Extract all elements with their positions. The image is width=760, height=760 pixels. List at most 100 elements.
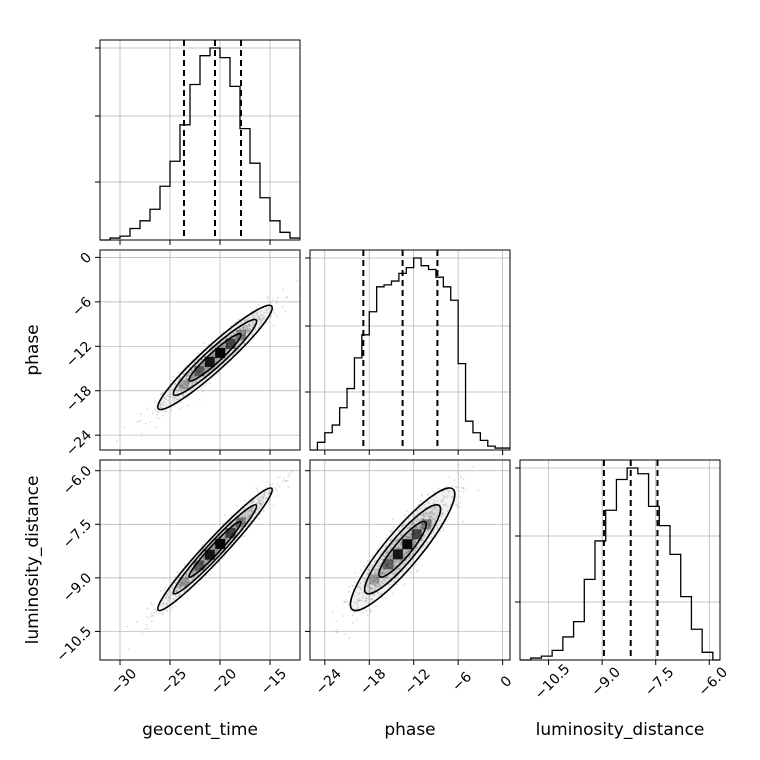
scatter-point xyxy=(236,329,239,332)
contour xyxy=(349,487,456,612)
scatter-point xyxy=(171,395,174,398)
scatter-point xyxy=(243,342,246,345)
scatter-point xyxy=(264,317,267,320)
scatter-point xyxy=(353,572,356,574)
scatter-point xyxy=(259,320,262,323)
scatter-point xyxy=(174,383,176,385)
scatter-point xyxy=(416,569,419,572)
scatter-point xyxy=(195,376,197,379)
scatter-point xyxy=(172,375,175,378)
y-tick-label: −10.5 xyxy=(54,624,96,666)
scatter-point xyxy=(246,328,249,331)
scatter-point xyxy=(186,373,189,376)
scatter-point xyxy=(188,374,190,377)
scatter-point xyxy=(190,369,193,371)
scatter-point xyxy=(186,387,188,390)
scatter-point xyxy=(174,605,177,608)
scatter-point xyxy=(243,331,246,334)
scatter-point xyxy=(178,372,180,374)
scatter-point xyxy=(453,479,456,482)
scatter-point xyxy=(159,406,162,408)
scatter-point xyxy=(161,391,164,394)
scatter-point xyxy=(270,315,272,317)
scatter-point xyxy=(192,387,195,390)
ylabel-phase: phase xyxy=(23,324,43,375)
scatter-point xyxy=(173,399,175,402)
scatter-point xyxy=(296,279,298,282)
scatter-point xyxy=(146,607,149,610)
scatter-point xyxy=(228,330,231,333)
scatter-point xyxy=(241,334,244,337)
scatter-point xyxy=(246,318,249,321)
scatter-point xyxy=(392,526,395,529)
scatter-point xyxy=(176,389,179,392)
scatter-point xyxy=(227,358,230,361)
scatter-point xyxy=(223,357,226,360)
scatter-point xyxy=(237,331,240,334)
scatter-point xyxy=(194,373,197,376)
scatter-point xyxy=(243,326,246,329)
scatter-point xyxy=(365,610,368,612)
scatter-point xyxy=(163,397,166,399)
scatter-point xyxy=(237,336,240,338)
scatter-point xyxy=(166,610,169,612)
scatter-point xyxy=(455,503,458,506)
scatter-point xyxy=(286,296,289,298)
scatter-point xyxy=(187,382,190,385)
scatter-point xyxy=(222,331,225,334)
scatter-point xyxy=(160,590,162,592)
scatter-point xyxy=(260,310,262,313)
scatter-point xyxy=(188,371,191,374)
scatter-point xyxy=(213,354,216,357)
scatter-point xyxy=(211,368,214,370)
scatter-point xyxy=(242,535,245,538)
scatter-point xyxy=(168,388,171,391)
scatter-point xyxy=(212,354,215,356)
scatter-point xyxy=(257,303,260,306)
scatter-point xyxy=(336,631,339,634)
scatter-point xyxy=(201,363,204,366)
scatter-point xyxy=(159,404,162,407)
scatter-point xyxy=(242,328,244,331)
scatter-point xyxy=(257,315,260,318)
scatter-point xyxy=(258,318,261,321)
scatter-point xyxy=(260,322,263,324)
scatter-point xyxy=(200,367,203,370)
scatter-point xyxy=(201,365,203,368)
scatter-point xyxy=(215,357,218,360)
scatter-point xyxy=(197,363,200,365)
scatter-point xyxy=(247,323,250,326)
scatter-point xyxy=(285,480,288,482)
scatter-point xyxy=(276,315,278,318)
scatter-point xyxy=(241,338,243,340)
scatter-point xyxy=(360,568,363,571)
scatter-point xyxy=(198,372,201,375)
scatter-point xyxy=(251,333,254,336)
scatter-point xyxy=(236,344,238,347)
scatter-point xyxy=(253,329,256,331)
scatter-point xyxy=(185,376,188,379)
scatter-point xyxy=(188,373,190,375)
scatter-point xyxy=(238,329,241,331)
scatter-point xyxy=(169,402,172,404)
scatter-point xyxy=(186,374,188,377)
scatter-point xyxy=(250,309,253,312)
scatter-point xyxy=(342,615,344,617)
scatter-point xyxy=(178,397,181,400)
y-tick-label: −6 xyxy=(69,294,95,320)
scatter-point xyxy=(275,300,278,303)
scatter-point xyxy=(272,324,275,327)
scatter-point xyxy=(196,369,199,372)
scatter-point xyxy=(126,625,128,628)
scatter-point xyxy=(346,601,349,603)
scatter-point xyxy=(281,305,284,308)
scatter-point xyxy=(183,387,185,390)
y-tick-label: 0 xyxy=(78,250,96,268)
scatter-point xyxy=(246,329,249,332)
scatter-point xyxy=(191,381,194,384)
scatter-point xyxy=(348,585,350,588)
scatter-point xyxy=(184,383,187,385)
scatter-point xyxy=(174,396,177,399)
scatter-point xyxy=(287,486,290,489)
scatter-point xyxy=(211,344,214,347)
